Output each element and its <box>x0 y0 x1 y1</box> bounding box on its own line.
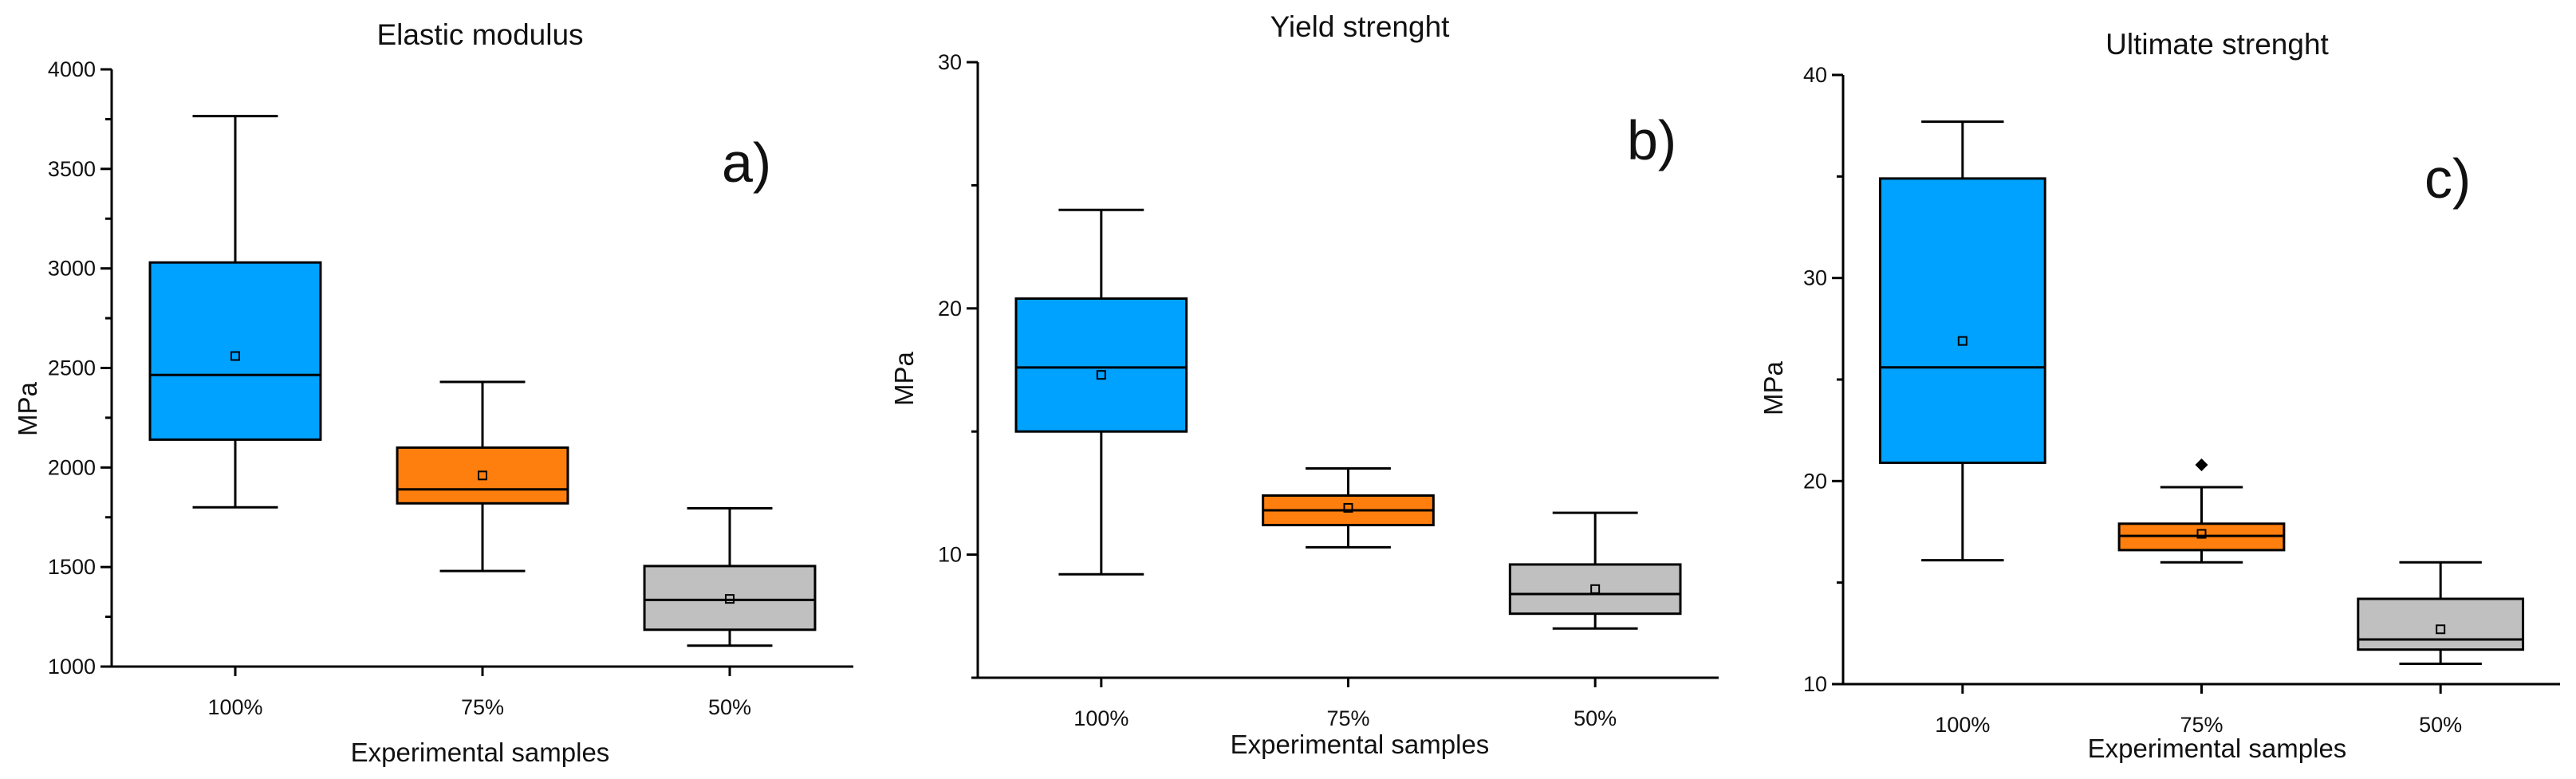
mean-marker <box>2436 624 2446 635</box>
x-tick-label: 50% <box>708 695 751 719</box>
y-axis-title: MPa <box>13 381 42 436</box>
box-100pct <box>1878 177 2046 464</box>
box-100pct <box>1014 297 1188 433</box>
box-100pct <box>148 261 322 441</box>
y-tick-label: 1500 <box>48 555 96 579</box>
y-tick-label: 2500 <box>48 356 96 380</box>
x-tick-label: 100% <box>1073 706 1128 730</box>
box-50pct <box>2357 597 2525 651</box>
mean-marker <box>230 351 240 361</box>
mean-marker <box>1590 584 1601 594</box>
panel-label: a) <box>722 132 771 194</box>
plot-area: 1000 1500 2000 2500 3000 3500 4000 100% 75% 50% <box>48 57 853 719</box>
mean-marker <box>2196 529 2207 539</box>
y-tick-label: 2000 <box>48 455 96 479</box>
chart-title: Elastic modulus <box>376 18 583 51</box>
y-tick-label: 10 <box>1803 672 1827 696</box>
x-tick-label: 75% <box>461 695 504 719</box>
mean-marker <box>1096 370 1106 380</box>
panel-label: b) <box>1627 109 1676 171</box>
mean-marker <box>1957 336 1967 346</box>
plot-area: 10 20 30 100% 75% 50% <box>938 50 1719 730</box>
panel-elastic-modulus: Elastic modulus a) MPa Experimental samp… <box>13 18 853 767</box>
y-tick-label: 4000 <box>48 57 96 81</box>
y-tick-label: 3000 <box>48 257 96 281</box>
y-tick-label: 1000 <box>48 655 96 679</box>
plot-area: 10 20 30 40 100% 75% 50% <box>1803 63 2560 737</box>
y-axis-title: MPa <box>889 351 919 406</box>
y-tick-label: 40 <box>1803 63 1827 87</box>
x-axis-title: Experimental samples <box>2088 734 2347 763</box>
y-tick-label: 10 <box>938 543 962 567</box>
mean-marker <box>478 470 487 481</box>
x-tick-label: 50% <box>1574 706 1617 730</box>
mean-marker <box>1343 502 1353 513</box>
x-tick-label: 75% <box>1326 706 1369 730</box>
mean-marker <box>725 594 735 604</box>
chart-title: Yield strenght <box>1270 10 1451 43</box>
x-axis-title: Experimental samples <box>351 738 610 767</box>
y-tick-label: 30 <box>1803 266 1827 290</box>
y-tick-label: 3500 <box>48 157 96 181</box>
outlier-point <box>2195 458 2208 471</box>
y-tick-label: 30 <box>938 50 962 74</box>
panel-ultimate-strength: Ultimate strenght c) MPa Experimental sa… <box>1759 28 2560 763</box>
y-tick-label: 20 <box>938 297 962 321</box>
x-axis-title: Experimental samples <box>1231 730 1490 759</box>
box-75pct <box>396 446 569 505</box>
x-tick-label: 100% <box>1935 713 1990 737</box>
y-tick-label: 20 <box>1803 469 1827 493</box>
chart-title: Ultimate strenght <box>2105 28 2329 61</box>
panel-label: c) <box>2424 148 2471 210</box>
x-tick-label: 100% <box>207 695 262 719</box>
x-tick-label: 50% <box>2419 713 2462 737</box>
panel-yield-strength: Yield strenght b) MPa Experimental sampl… <box>889 10 1719 759</box>
box-50pct <box>643 565 817 631</box>
y-axis-title: MPa <box>1759 360 1788 415</box>
box-50pct <box>1508 563 1682 616</box>
x-tick-label: 75% <box>2180 713 2223 737</box>
